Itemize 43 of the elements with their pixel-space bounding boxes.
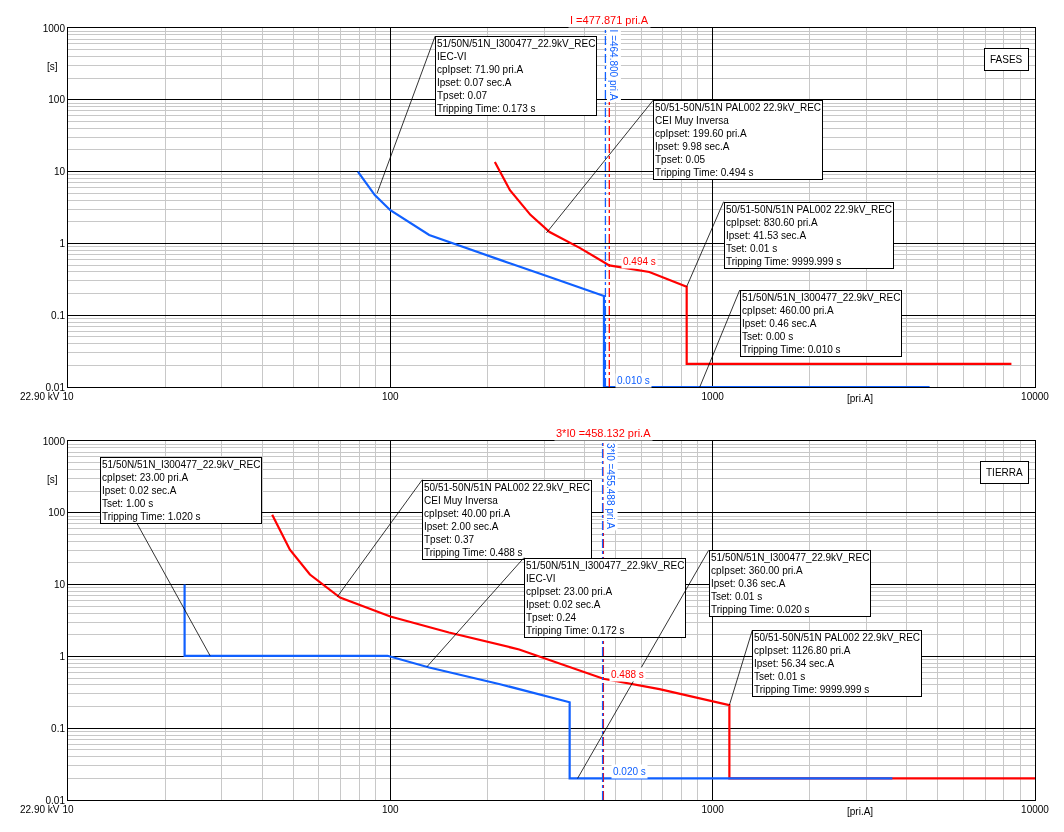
- text: 22.90 kV: [20, 804, 60, 815]
- x-tick-label: 1000: [701, 804, 725, 815]
- annotation: 51/50N/51N_I300477_22.9kV_REC cpIpset: 460.00 pri.A Ipset: 0.46 sec.A Tset: 0.00 s Tripping Time: 0.010 s: [742, 292, 901, 355]
- y-tick-label: 0.01: [45, 381, 66, 393]
- x-axis-title: [pri.A]: [847, 393, 874, 404]
- annotation: 0.020 s: [613, 766, 646, 777]
- x-tick-label: 100: [381, 391, 400, 402]
- y-tick-label: 10: [53, 579, 66, 591]
- x-tick-label: 1000: [701, 391, 725, 402]
- annotation: 51/50N/51N_I300477_22.9kV_REC IEC-VI cpIpset: 71.90 pri.A Ipset: 0.07 sec.A Tpset: 0.07 Tripping Time: 0.173 s: [437, 38, 596, 114]
- x-tick-label: 10000: [1021, 391, 1050, 402]
- annotation: 51/50N/51N_I300477_22.9kV_REC cpIpset: 360.00 pri.A Ipset: 0.36 sec.A Tset: 0.01 s Tripping Time: 0.020 s: [711, 552, 870, 615]
- y-axis-title: [s]: [47, 61, 58, 72]
- y-tick-label: 1: [59, 237, 66, 249]
- annotation: 50/51-50N/51N PAL002 22.9kV_REC cpIpset: 830.60 pri.A Ipset: 41.53 sec.A Tset: 0.01 s Tripping Time: 9999.999 s: [726, 204, 893, 267]
- ref-line-label: I =477.871 pri.A: [570, 14, 649, 26]
- y-tick-label: 1000: [42, 435, 66, 447]
- ref-line-label: 3*I0 =455.488 pri.A: [605, 442, 617, 530]
- text: 22.90 kV: [20, 391, 60, 402]
- y-tick-label: 10: [53, 166, 66, 178]
- y-axis-title: [s]: [47, 474, 58, 485]
- y-tick-label: 0.1: [51, 722, 66, 734]
- y-tick-label: 0.01: [45, 794, 66, 806]
- annotation: 50/51-50N/51N PAL002 22.9kV_REC cpIpset: 1126.80 pri.A Ipset: 56.34 sec.A Tset: 0.01 s Tripping Time: 9999.999 s: [754, 632, 921, 695]
- y-tick-label: 1: [59, 650, 66, 662]
- annotation: 51/50N/51N_I300477_22.9kV_REC IEC-VI cpIpset: 23.00 pri.A Ipset: 0.02 sec.A Tpset: 0.24 Tripping Time: 0.172 s: [526, 560, 685, 636]
- x-tick-label: 10000: [1021, 804, 1050, 815]
- annotation: TIERRA: [986, 467, 1023, 478]
- annotation: 51/50N/51N_I300477_22.9kV_REC cpIpset: 23.00 pri.A Ipset: 0.02 sec.A Tset: 1.00 s Tripping Time: 1.020 s: [102, 459, 261, 522]
- x-axis-title: [pri.A]: [847, 806, 874, 817]
- annotation: 0.488 s: [611, 669, 644, 680]
- annotation: 50/51-50N/51N PAL002 22.9kV_REC CEI Muy Inversa cpIpset: 199.60 pri.A Ipset: 9.98 sec.A Tpset: 0.05 Tripping Time: 0.494 s: [655, 102, 822, 178]
- annotation: 0.010 s: [617, 375, 650, 386]
- annotation: FASES: [990, 54, 1023, 65]
- annotation: 50/51-50N/51N PAL002 22.9kV_REC CEI Muy Inversa cpIpset: 40.00 pri.A Ipset: 2.00 sec.A Tpset: 0.37 Tripping Time: 0.488 s: [424, 482, 591, 558]
- ref-line-label: 3*I0 =458.132 pri.A: [556, 427, 652, 439]
- annotation: 0.494 s: [623, 256, 656, 267]
- y-tick-label: 1000: [42, 22, 66, 34]
- y-tick-label: 0.1: [51, 309, 66, 321]
- x-tick-label: 100: [381, 804, 400, 815]
- y-tick-label: 100: [48, 507, 66, 519]
- ref-line-label: I =464.800 pri.A: [608, 29, 620, 101]
- y-tick-label: 100: [48, 94, 66, 106]
